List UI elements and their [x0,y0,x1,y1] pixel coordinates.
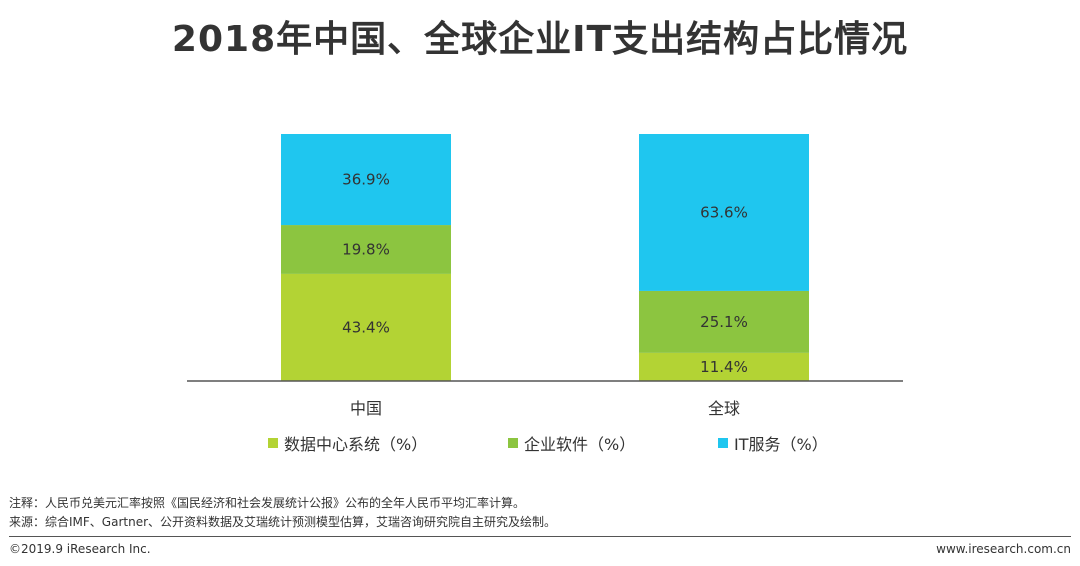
x-tick-label-china: 中国 [350,399,382,418]
legend: 数据中心系统（%） 企业软件（%） IT服务（%） [0,431,1080,455]
bar-global-datacenter [639,352,809,381]
legend-item-itservice: IT服务（%） [718,431,828,455]
legend-swatch-itservice [718,438,728,448]
data-label-global-itservice: 63.6% [700,203,748,221]
data-label-china-datacenter: 43.4% [342,318,390,336]
bar-china-software [281,225,451,274]
bar-global-software [639,290,809,353]
bar-global-itservice [639,134,809,291]
chart-title: 2018年中国、全球企业IT支出结构占比情况 [171,19,909,60]
footer-divider [9,536,1071,537]
x-tick-label-global: 全球 [708,399,740,418]
stacked-bar-chart: 43.4% 19.8% 36.9% 中国 11.4% 25.1% 63.6% 全球 [187,134,903,418]
copyright-text: ©2019.9 iResearch Inc. [9,542,151,556]
data-label-china-software: 19.8% [342,240,390,258]
legend-item-software: 企业软件（%） [508,431,635,455]
data-label-global-software: 25.1% [700,313,748,331]
notes: 注释：人民币兑美元汇率按照《国民经济和社会发展统计公报》公布的全年人民币平均汇率… [9,494,556,532]
legend-label-software: 企业软件（%） [524,435,636,454]
source-text: 来源：综合IMF、Gartner、公开资料数据及艾瑞统计预测模型估算，艾瑞咨询研… [9,515,557,529]
data-label-china-itservice: 36.9% [342,171,390,189]
legend-label-datacenter: 数据中心系统（%） [284,435,428,454]
bar-china-itservice [281,134,451,226]
legend-swatch-datacenter [268,438,278,448]
legend-label-itservice: IT服务（%） [734,435,828,454]
bar-china-datacenter [281,273,451,381]
data-label-global-datacenter: 11.4% [700,358,748,376]
legend-item-datacenter: 数据中心系统（%） [268,431,427,455]
website-link[interactable]: www.iresearch.com.cn [936,542,1071,556]
legend-swatch-software [508,438,518,448]
note-text: 注释：人民币兑美元汇率按照《国民经济和社会发展统计公报》公布的全年人民币平均汇率… [9,496,526,510]
